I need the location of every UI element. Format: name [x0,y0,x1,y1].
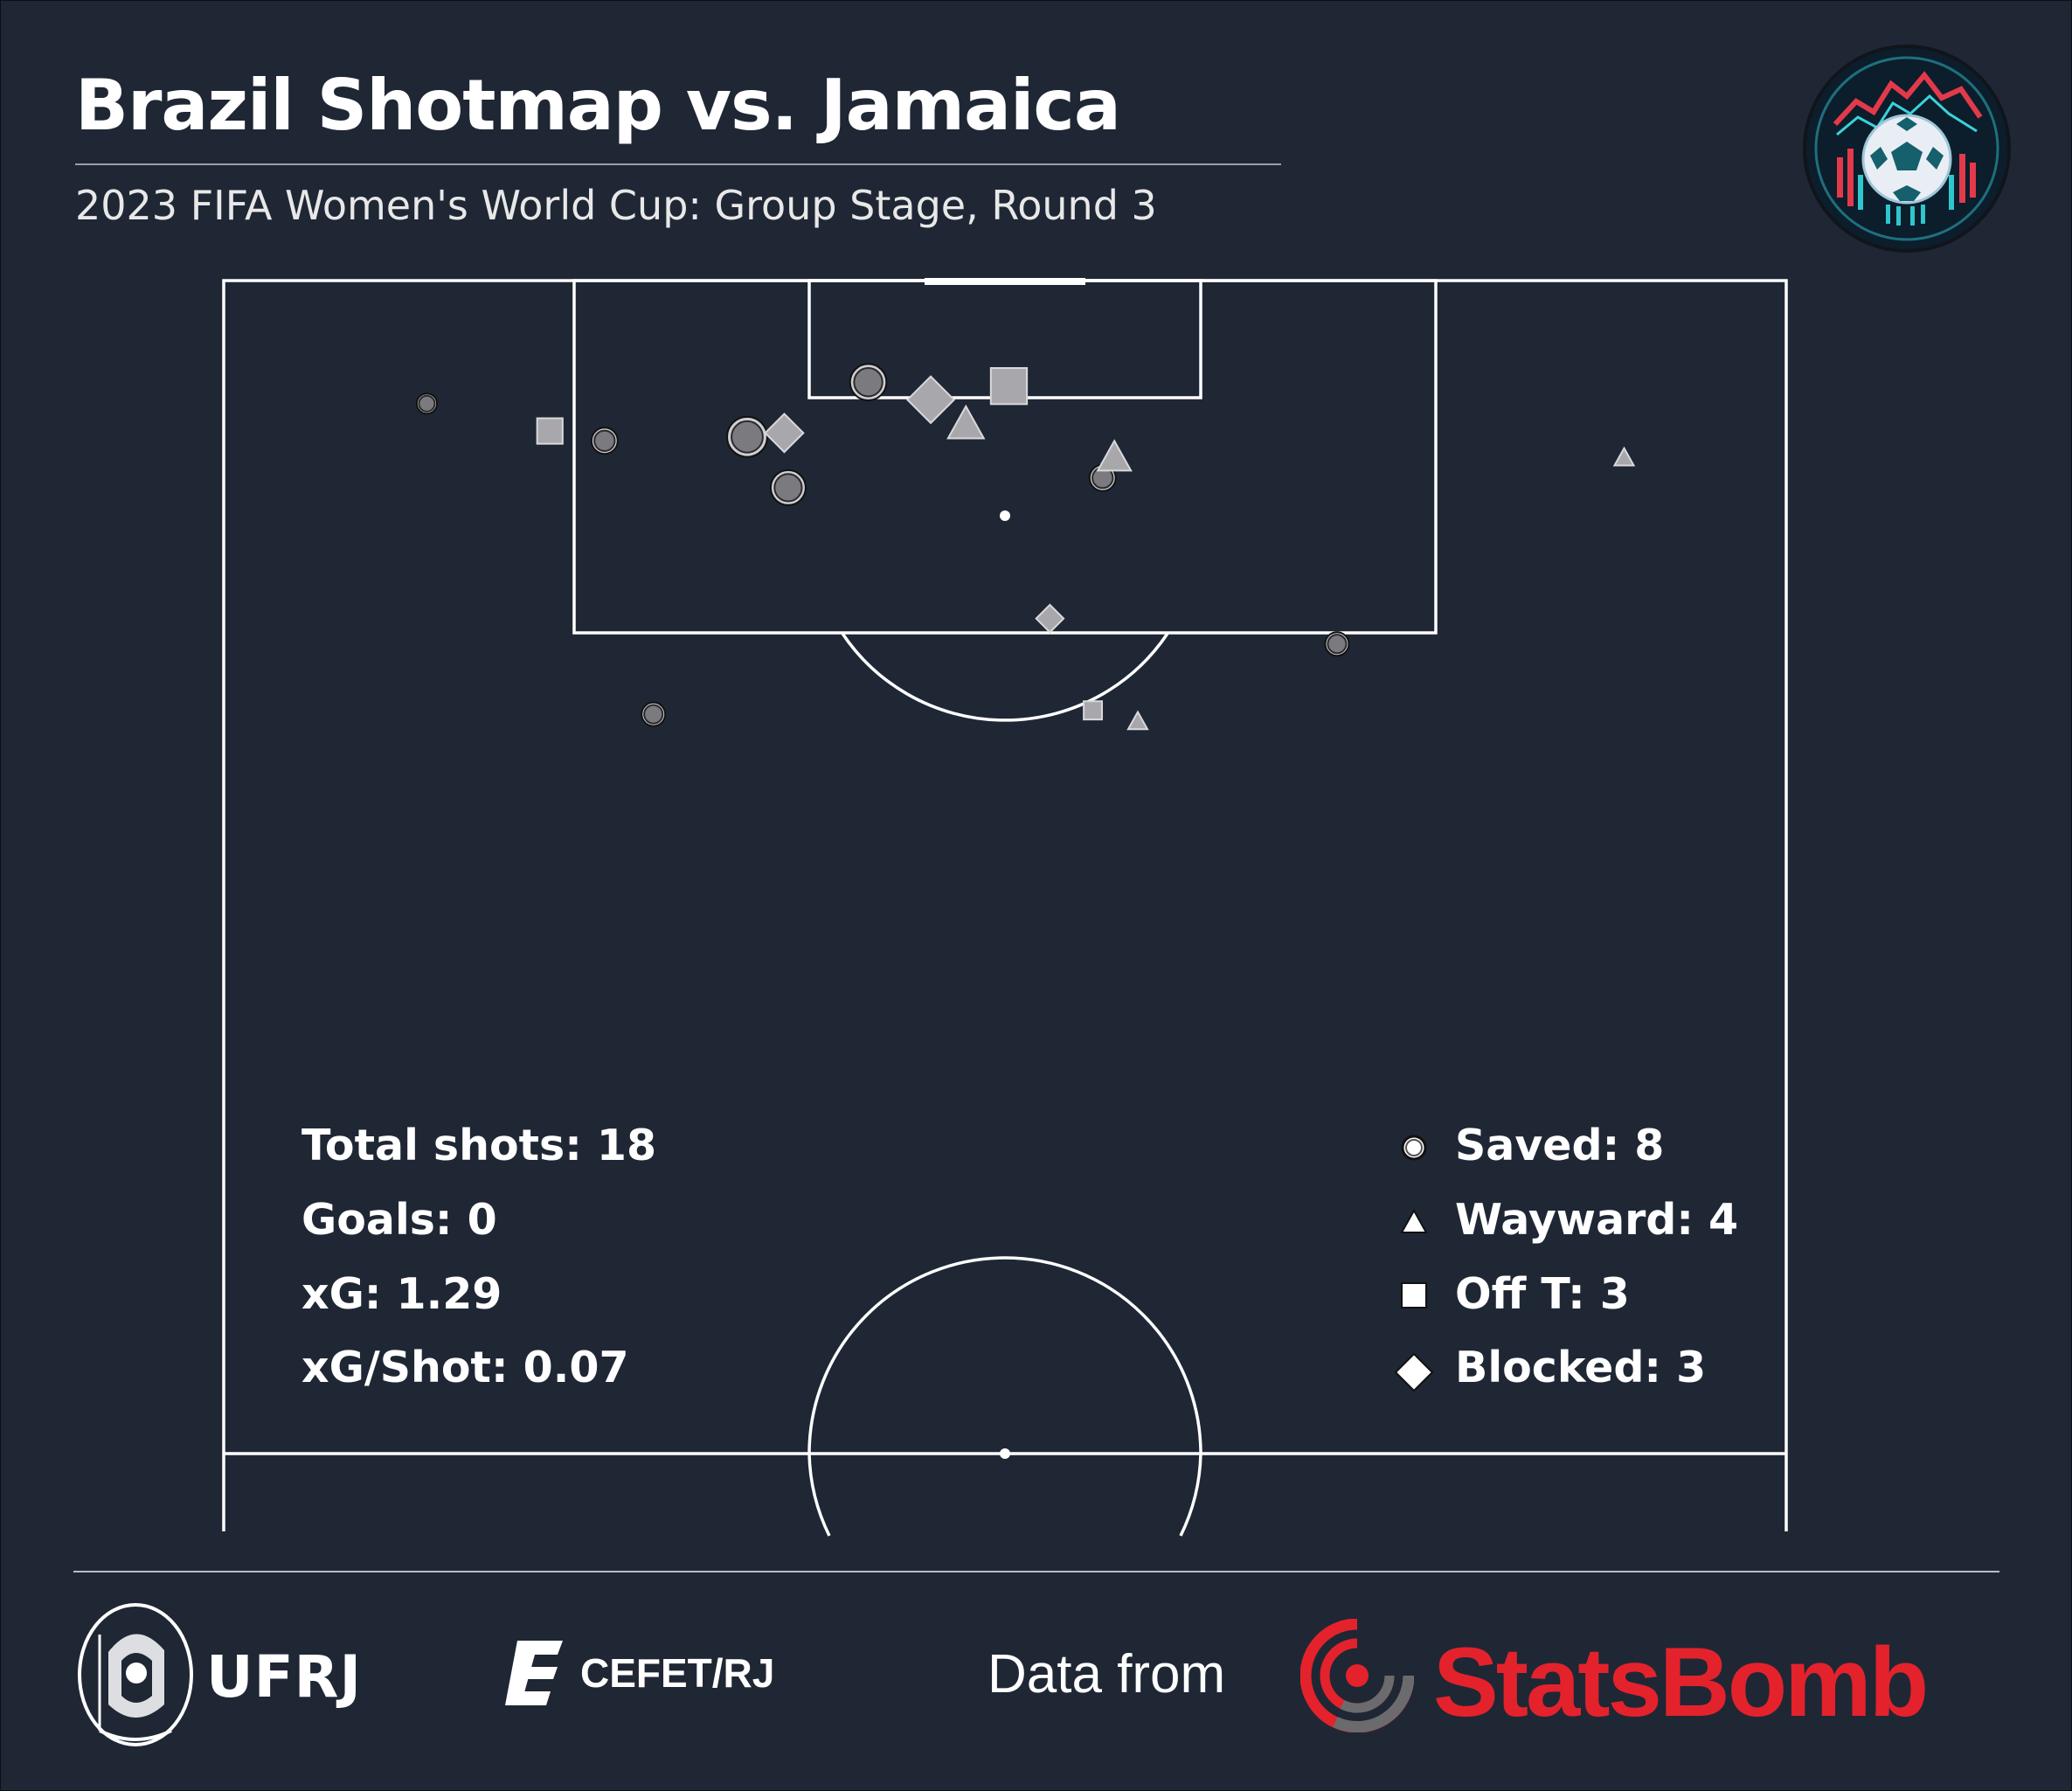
footer-divider [73,1571,1999,1572]
shot-marker-saved [726,415,768,458]
university-crest-icon [78,1603,193,1746]
centre-circle-lower [807,1453,831,1537]
shot-marker-blocked [764,413,805,454]
shot-marker-saved [1324,631,1350,657]
shot-marker-blocked [1035,603,1065,634]
data-source-label: Data from [987,1644,1226,1704]
shot-marker-wayward [1612,446,1636,467]
title-divider [75,163,1281,165]
statsbomb-wordmark: StatsBomb [1433,1628,1929,1737]
legend-markers [1394,1135,1434,1392]
penalty-area [572,279,1438,635]
legend-blocked-label: Blocked: 3 [1455,1343,1707,1392]
legend-blocked-marker [1394,1352,1434,1392]
penalty-arc [841,632,1169,722]
centre-spot [1000,1448,1010,1459]
shot-marker-wayward [1096,439,1133,472]
page-title: Brazil Shotmap vs. Jamaica [75,65,1121,146]
shot-marker-off-t [1083,700,1104,721]
cefet-wordmark: CEFET/RJ [580,1650,775,1696]
legend-saved-label: Saved: 8 [1455,1121,1665,1170]
shots-layer [415,363,1636,731]
shot-marker-blocked [905,375,956,425]
shot-marker-saved [641,701,667,727]
penalty-spot [1000,510,1010,521]
xg-stat: xG: 1.29 [301,1269,502,1319]
shot-marker-off-t [989,367,1029,406]
statsbomb-logo-icon [1300,1619,1414,1732]
shot-marker-wayward [1126,710,1149,731]
ufrj-wordmark: UFRJ [206,1643,363,1711]
total-shots-stat: Total shots: 18 [301,1121,657,1170]
centre-circle-lower-right [1179,1453,1202,1537]
legend-wayward-label: Wayward: 4 [1455,1195,1739,1245]
centre-circle [807,1256,1202,1454]
goals-stat: Goals: 0 [301,1195,497,1245]
cefet-logo-icon [505,1641,563,1705]
xg-per-shot-stat: xG/Shot: 0.07 [301,1343,629,1392]
legend-off-target-marker [1401,1282,1427,1309]
shot-marker-saved [769,469,807,506]
shot-marker-saved [590,427,619,455]
legend-wayward-marker [1400,1208,1428,1233]
shot-marker-off-t [536,417,564,445]
page-subtitle: 2023 FIFA Women's World Cup: Group Stage… [75,182,1157,229]
shot-marker-saved [415,392,439,415]
shot-marker-wayward [946,404,986,440]
legend-saved-marker-inner [1405,1139,1423,1156]
shot-marker-saved [849,363,888,402]
legend-off-target-label: Off T: 3 [1455,1269,1630,1319]
football-analytics-badge-icon [1803,45,2011,253]
